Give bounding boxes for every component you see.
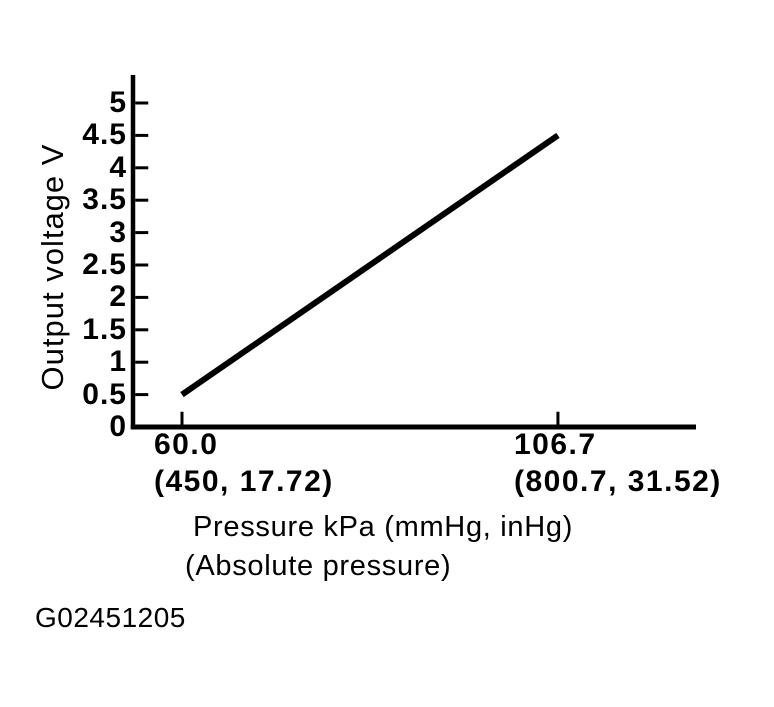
y-tick-label: 3 bbox=[109, 216, 127, 249]
y-tick-label: 1 bbox=[109, 345, 127, 378]
y-tick-label: 2.5 bbox=[82, 248, 127, 281]
y-tick-label: 5 bbox=[109, 86, 127, 119]
y-tick-label: 0 bbox=[109, 410, 127, 443]
y-tick-label: 2 bbox=[109, 280, 127, 313]
x-tick-sublabel: (800.7, 31.52) bbox=[514, 465, 722, 498]
x-tick-sublabel: (450, 17.72) bbox=[154, 465, 334, 498]
y-tick-label: 0.5 bbox=[82, 378, 127, 411]
y-tick-label: 4.5 bbox=[82, 118, 127, 151]
x-tick-label: 106.7 bbox=[514, 428, 597, 461]
y-tick-label: 4 bbox=[109, 151, 127, 184]
x-tick-label: 60.0 bbox=[154, 428, 219, 461]
x-tick-group: 106.7 (800.7, 31.52) bbox=[514, 426, 722, 500]
x-axis-title-line1: Pressure kPa (mmHg, inHg) bbox=[193, 511, 574, 543]
data-line-sensor-output-line bbox=[180, 132, 560, 398]
x-axis-title-line2: (Absolute pressure) bbox=[185, 550, 452, 582]
figure-code: G02451205 bbox=[35, 602, 186, 633]
y-tick-label: 3.5 bbox=[82, 183, 127, 216]
y-tick-label: 1.5 bbox=[82, 313, 127, 346]
x-tick-group: 60.0 (450, 17.72) bbox=[154, 426, 334, 500]
